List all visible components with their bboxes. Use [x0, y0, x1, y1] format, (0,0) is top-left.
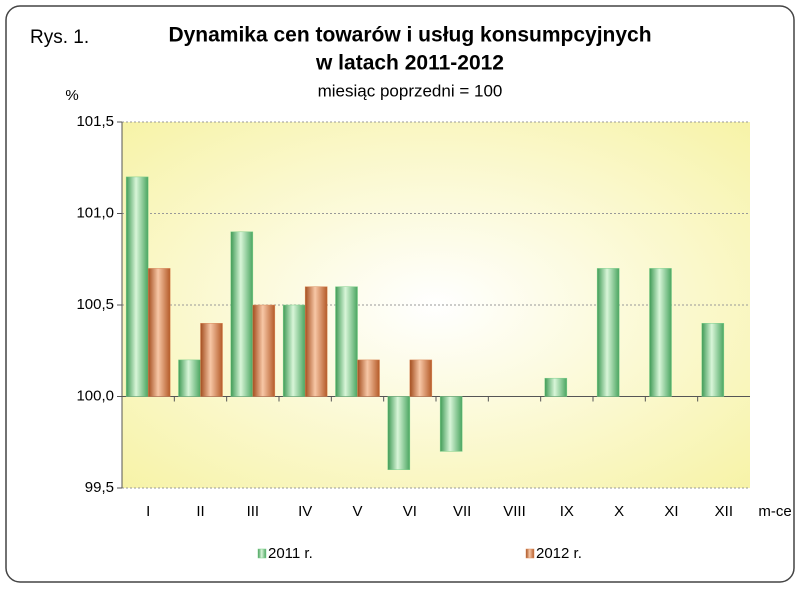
- x-tick-label: VII: [453, 503, 471, 520]
- bar: [304, 286, 328, 397]
- y-tick-label: 99,5: [85, 479, 114, 496]
- bar: [125, 176, 149, 397]
- subtitle: miesiąc poprzedni = 100: [318, 81, 503, 100]
- x-tick-label: VI: [403, 503, 417, 520]
- bar: [230, 231, 254, 397]
- x-tick-label: XI: [664, 503, 678, 520]
- y-tick-label: 101,0: [76, 204, 114, 221]
- legend-label: 2011 r.: [268, 545, 313, 562]
- bar: [596, 268, 620, 397]
- legend-swatch: [257, 548, 267, 559]
- x-tick-label: IX: [560, 503, 574, 520]
- x-axis-label: m-ce: [758, 503, 791, 520]
- chart-title: w latach 2011-2012: [315, 52, 504, 75]
- bar: [357, 359, 380, 397]
- bar: [335, 286, 358, 397]
- y-tick-label: 101,5: [76, 113, 114, 130]
- bar: [387, 396, 411, 470]
- bar: [252, 304, 276, 397]
- x-tick-label: I: [146, 503, 150, 520]
- legend-label: 2012 r.: [536, 545, 582, 562]
- bar: [439, 396, 463, 452]
- bar: [701, 323, 725, 397]
- bar: [200, 323, 223, 397]
- x-tick-label: X: [614, 503, 624, 520]
- x-tick-label: II: [196, 503, 204, 520]
- bar: [409, 359, 433, 397]
- y-axis-label: %: [65, 87, 78, 104]
- y-tick-label: 100,0: [76, 387, 114, 404]
- x-tick-label: XII: [715, 503, 733, 520]
- x-tick-label: IV: [298, 503, 312, 520]
- bar: [147, 268, 171, 397]
- bar: [178, 359, 201, 397]
- bar: [649, 268, 672, 397]
- figure-label: Rys. 1.: [30, 27, 89, 48]
- bar: [282, 304, 306, 397]
- bar: [544, 377, 568, 397]
- y-tick-label: 100,5: [76, 296, 114, 313]
- x-tick-label: III: [247, 503, 260, 520]
- legend-swatch: [525, 548, 535, 559]
- x-tick-label: VIII: [503, 503, 526, 520]
- chart-title: Dynamika cen towarów i usług konsumpcyjn…: [168, 24, 651, 47]
- x-tick-label: V: [352, 503, 362, 520]
